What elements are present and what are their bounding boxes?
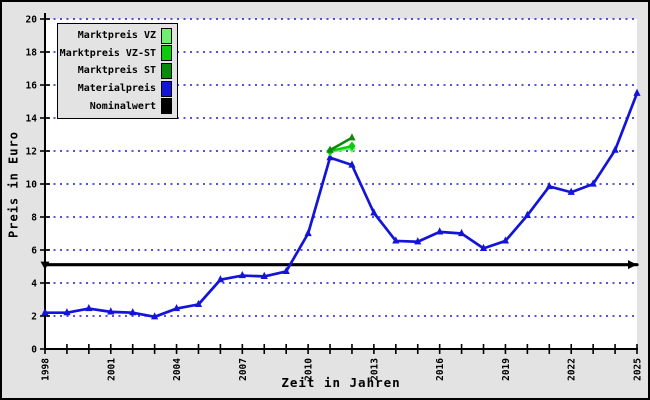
svg-text:2010: 2010 [304,358,315,381]
legend-label: Nominalwert [89,100,156,112]
legend-label: Marktpreis VZ-ST [59,47,156,59]
series-marktpreis-st [326,133,356,153]
svg-text:12: 12 [26,147,37,158]
svg-text:2022: 2022 [567,358,578,381]
series-nominalwert [40,260,639,270]
legend-item-materialpreis: Materialpreis [60,80,172,97]
legend-label: Materialpreis [77,83,156,95]
legend-swatch-icon [161,45,172,62]
svg-text:6: 6 [31,246,37,257]
legend-item-marktpreis-st: Marktpreis ST [60,62,172,79]
svg-text:2001: 2001 [106,358,117,381]
legend-swatch-icon [161,98,172,115]
legend-swatch-icon [161,27,172,44]
svg-text:4: 4 [31,279,37,290]
svg-text:2025: 2025 [633,358,644,381]
svg-text:14: 14 [26,114,38,125]
legend-swatch-icon [161,62,172,79]
svg-text:2: 2 [31,312,37,323]
svg-text:2007: 2007 [238,358,249,381]
y-axis-title: Preis in Euro [6,131,21,238]
chart-legend: Marktpreis VZ Marktpreis VZ-ST Marktprei… [57,23,178,119]
svg-text:8: 8 [31,213,37,224]
svg-text:2013: 2013 [369,358,380,381]
axis-ticks: 0 2 4 6 8 10 12 14 16 18 20 1998 2001 2004 2007 2010 201… [26,15,644,381]
svg-text:2019: 2019 [501,358,512,381]
legend-item-marktpreis-vz-st: Marktpreis VZ-ST [59,45,172,62]
axes [44,13,638,350]
series-materialpreis [41,88,641,320]
svg-text:0: 0 [31,345,37,356]
legend-item-marktpreis-vz: Marktpreis VZ [60,27,172,44]
svg-text:20: 20 [26,15,38,26]
svg-text:16: 16 [26,81,38,92]
svg-text:1998: 1998 [41,358,52,381]
svg-text:2004: 2004 [172,358,183,381]
x-axis-title: Zeit in Jahren [281,375,401,390]
svg-text:18: 18 [26,48,38,59]
legend-item-nominalwert: Nominalwert [60,98,172,115]
legend-label: Marktpreis VZ [77,30,156,42]
legend-swatch-icon [161,80,172,97]
svg-text:2016: 2016 [435,358,446,381]
svg-text:10: 10 [26,180,38,191]
legend-label: Marktpreis ST [77,65,156,77]
